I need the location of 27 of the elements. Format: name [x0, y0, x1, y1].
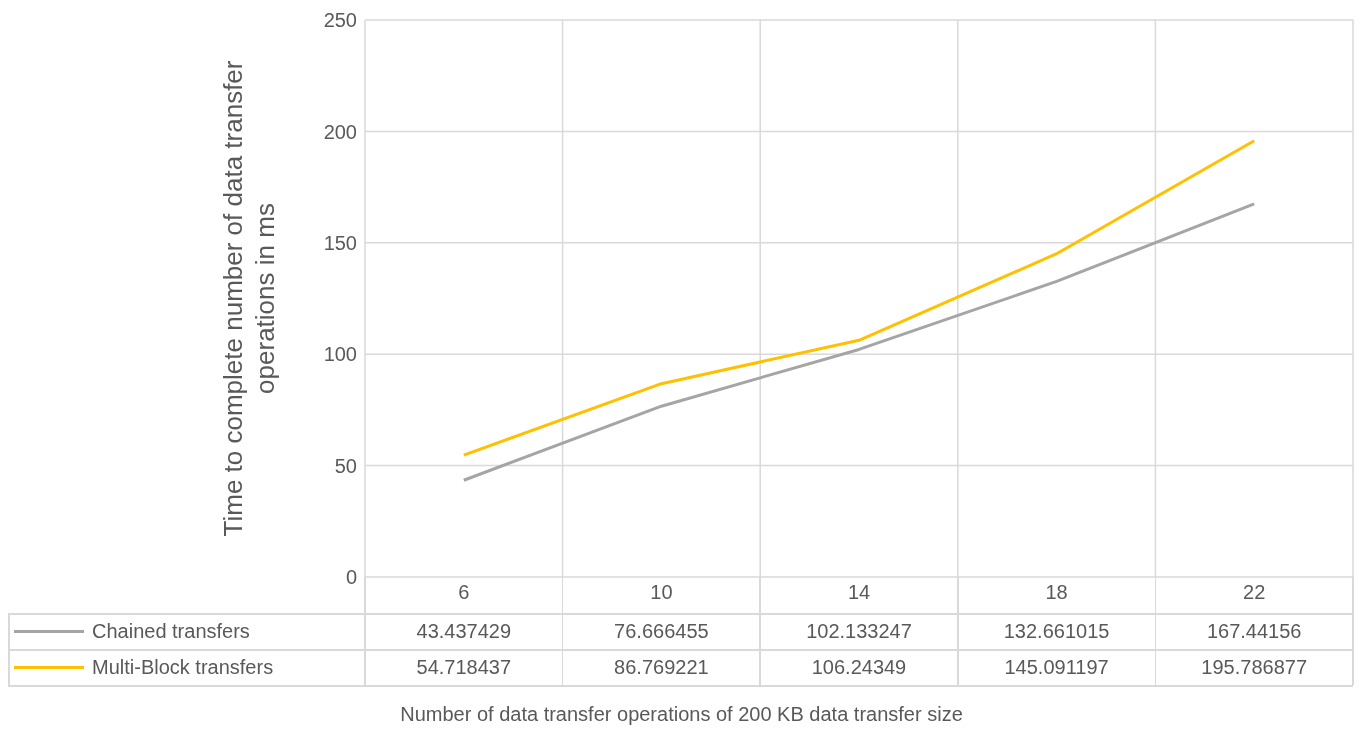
x-tick-label: 6 [458, 581, 470, 604]
data-label: 145.091197 [1003, 654, 1110, 680]
data-label: 132.661015 [1002, 618, 1111, 644]
line-series [462, 202, 1256, 482]
x-tick-label: 22 [1243, 581, 1266, 604]
x-axis-title: Number of data transfer operations of 200 KB data transfer size [399, 703, 964, 726]
x-tick-label: 14 [847, 581, 871, 604]
y-tick-label: 250 [323, 9, 357, 32]
x-tick-label: 10 [650, 581, 673, 604]
data-label: 43.437429 [415, 618, 513, 644]
line-series [462, 139, 1256, 457]
y-tick-label: 0 [345, 566, 357, 589]
data-label: 86.769221 [613, 654, 710, 680]
y-tick-label: 150 [323, 231, 357, 254]
data-label: 54.718437 [415, 654, 513, 680]
y-tick-label: 200 [323, 120, 357, 143]
legend-label: Chained transfers [92, 619, 250, 643]
data-label: 195.786877 [1200, 654, 1308, 680]
y-tick-label: 50 [334, 454, 357, 477]
y-tick-label: 100 [323, 343, 357, 366]
data-label: 106.24349 [810, 654, 908, 680]
y-axis-title: Time to complete number of data transfer operations in ms [218, 60, 280, 537]
x-tick-label: 18 [1045, 581, 1068, 604]
data-label: 76.666455 [613, 618, 710, 644]
legend-label: Multi-Block transfers [92, 655, 274, 679]
data-label: 102.133247 [805, 618, 913, 644]
data-label: 167.44156 [1205, 618, 1303, 644]
